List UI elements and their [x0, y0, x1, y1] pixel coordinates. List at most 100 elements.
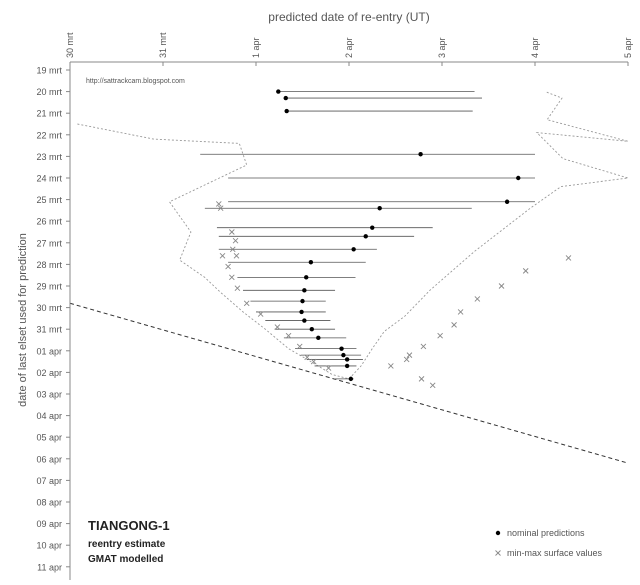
annotation-title: TIANGONG-1 [88, 518, 170, 533]
minmax-cross-stroke [285, 332, 292, 339]
nominal-point [348, 376, 354, 382]
nominal-point [276, 89, 281, 94]
minmax-cross-stroke [474, 296, 481, 302]
x-tick-label: 4 apr [530, 37, 540, 58]
minmax-cross-stroke [429, 382, 436, 389]
annotation-box: TIANGONG-1 reentry estimate GMAT modelle… [88, 518, 170, 565]
y-tick-label: 24 mrt [36, 174, 62, 184]
minmax-point [418, 376, 425, 382]
left-axis-label: date of last elset used for prediction [17, 233, 29, 407]
minmax-cross-stroke [457, 309, 464, 315]
minmax-point [243, 300, 250, 307]
minmax-point [296, 343, 303, 350]
minmax-point [325, 365, 332, 371]
minmax-cross-stroke [274, 324, 281, 330]
minmax-point [225, 263, 231, 270]
minmax-point [403, 356, 410, 363]
nominal-point [300, 298, 305, 304]
nominal-point [370, 225, 375, 230]
minmax-point [229, 246, 236, 253]
minmax-cross-stroke [388, 363, 394, 369]
y-tick-label: 20 mrt [36, 87, 62, 97]
minmax-point [522, 268, 529, 274]
y-tick-label: 08 apr [36, 498, 62, 508]
envelope-outline [77, 91, 629, 380]
nominal-point [302, 318, 307, 323]
minmax-cross-stroke [310, 358, 317, 365]
nominal-point [302, 288, 307, 293]
minmax-point [437, 332, 443, 339]
y-tick-label: 26 mrt [36, 217, 62, 227]
nominal-point [309, 327, 314, 332]
top-axis-ticks: 30 mrt 31 mrt 1 apr 2 apr 3 apr 4 apr 5 apr [65, 32, 633, 66]
minmax-point [233, 252, 240, 259]
minmax-point [420, 343, 427, 350]
minmax-point [232, 237, 239, 244]
minmax-cross-stroke [219, 252, 226, 259]
nominal-point [284, 108, 289, 114]
y-tick-label: 25 mrt [36, 195, 62, 205]
y-tick-label: 27 mrt [36, 238, 62, 248]
minmax-cross-stroke [233, 252, 240, 259]
minmax-cross-stroke [229, 229, 235, 235]
minmax-point [234, 285, 241, 291]
minmax-cross-stroke [406, 352, 413, 358]
y-tick-label: 04 apr [36, 411, 62, 421]
x-tick-label: 1 apr [251, 37, 261, 58]
legend-cross-marker [495, 550, 501, 556]
minmax-point [304, 354, 310, 361]
x-tick-label: 31 mrt [158, 32, 168, 58]
minmax-cross-stroke [215, 201, 222, 207]
nominal-point [316, 335, 321, 341]
minmax-point [219, 252, 226, 259]
nominal-point [516, 175, 521, 181]
minmax-cross-stroke [243, 300, 250, 307]
nominal-point [339, 346, 344, 351]
range-lines-layer [200, 91, 535, 380]
nominal-point [308, 260, 314, 265]
minmax-point [229, 229, 235, 235]
y-tick-label: 23 mrt [36, 152, 62, 162]
minmax-cross-stroke [217, 205, 224, 212]
minmax-cross-stroke [225, 263, 231, 270]
legend-dot-marker [495, 530, 501, 536]
minmax-point [429, 382, 436, 389]
y-tick-label: 21 mrt [36, 109, 62, 119]
y-tick-label: 30 mrt [36, 303, 62, 313]
minmax-cross-stroke [296, 343, 303, 350]
y-tick-label: 10 apr [36, 541, 62, 551]
top-axis-label: predicted date of re-entry (UT) [268, 10, 429, 24]
y-tick-label: 09 apr [36, 519, 62, 529]
minmax-cross-stroke [229, 274, 235, 281]
minmax-point [285, 332, 292, 339]
y-tick-label: 11 apr [37, 562, 62, 572]
minmax-cross-stroke [418, 376, 425, 382]
minmax-cross-stroke [234, 285, 241, 291]
y-tick-label: 28 mrt [36, 260, 62, 270]
minmax-cross-stroke [403, 356, 410, 363]
y-tick-label: 05 apr [36, 433, 62, 443]
y-tick-label: 01 apr [36, 346, 62, 356]
reference-dashed-line [69, 302, 629, 464]
y-tick-label: 06 apr [36, 454, 62, 464]
legend-nominal-label: nominal predictions [507, 528, 585, 538]
legend: nominal predictions min-max surface valu… [495, 528, 603, 558]
y-tick-label: 29 mrt [36, 282, 62, 292]
x-tick-label: 3 apr [437, 37, 447, 58]
watermark-url: http://sattrackcam.blogspot.com [86, 78, 185, 85]
nominal-point [363, 234, 368, 239]
y-tick-label: 31 mrt [36, 325, 62, 335]
minmax-cross-stroke [437, 332, 443, 339]
minmax-cross-stroke [257, 311, 264, 317]
minmax-point [274, 324, 281, 330]
nominal-point [351, 247, 356, 252]
nominal-point [504, 199, 510, 204]
envelope-outline-path [77, 91, 629, 380]
minmax-point [474, 296, 481, 302]
nominal-point [344, 357, 350, 362]
minmax-point [565, 255, 572, 261]
minmax-cross-stroke [522, 268, 529, 274]
legend-minmax-label: min-max surface values [507, 548, 603, 558]
x-tick-label: 30 mrt [65, 32, 75, 58]
